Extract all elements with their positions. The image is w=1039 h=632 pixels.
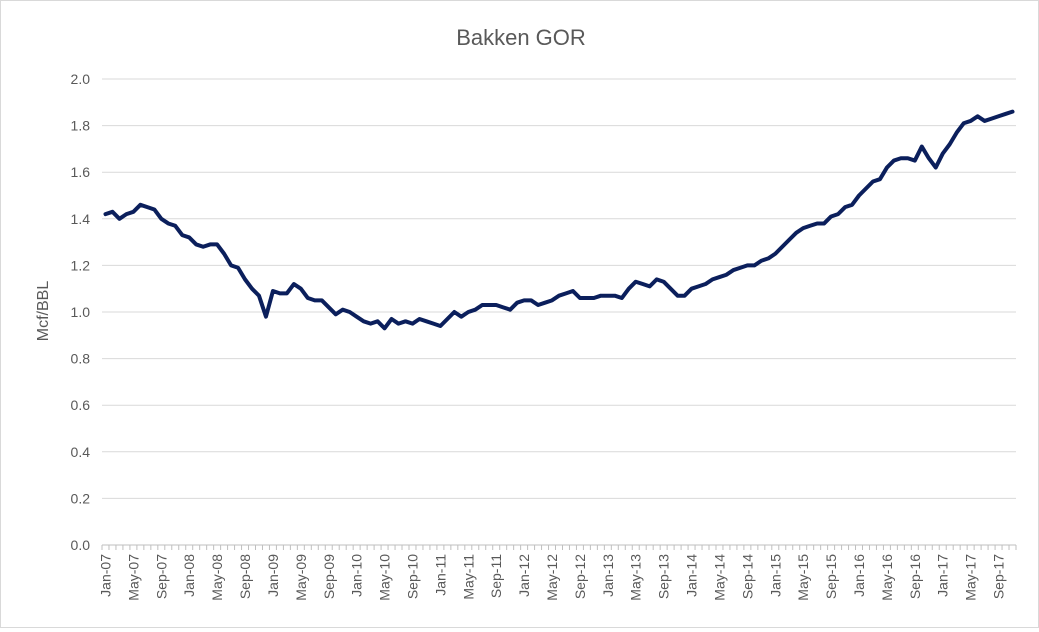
y-tick-labels: 0.0 0.2 0.4 0.6 0.8 1.0 1.2 1.4 1.6 1.8 2.0 bbox=[71, 71, 91, 553]
x-tick-label: May-13 bbox=[628, 554, 644, 601]
x-tick-label: May-17 bbox=[963, 554, 979, 601]
x-tick-label: Sep-13 bbox=[656, 554, 672, 599]
x-tick-label: Sep-15 bbox=[823, 554, 839, 599]
y-tick-label: 1.2 bbox=[71, 257, 91, 273]
y-tick-label: 1.8 bbox=[71, 118, 91, 134]
x-tick-label: Sep-08 bbox=[237, 554, 253, 599]
x-tick-label: Jan-10 bbox=[349, 554, 365, 597]
x-tick-label: Jan-11 bbox=[432, 554, 448, 596]
y-tick-label: 0.4 bbox=[71, 444, 91, 460]
y-tick-label: 0.2 bbox=[71, 490, 91, 506]
series-layer bbox=[103, 109, 1015, 331]
x-tick-label: May-12 bbox=[544, 554, 560, 601]
x-tick-label: Jan-16 bbox=[851, 554, 867, 597]
y-tick-label: 0.6 bbox=[71, 397, 91, 413]
x-tick-label: Jan-07 bbox=[97, 554, 113, 597]
x-tick-label: Jan-09 bbox=[265, 554, 281, 597]
y-tick-label: 1.6 bbox=[71, 164, 91, 180]
x-tick-label: Jan-15 bbox=[767, 554, 783, 597]
y-tick-label: 0.8 bbox=[71, 351, 91, 367]
x-tick-label: May-15 bbox=[795, 554, 811, 601]
x-tick-label: May-09 bbox=[293, 554, 309, 601]
y-tick-label: 1.4 bbox=[71, 211, 91, 227]
x-tick-label: Sep-07 bbox=[153, 554, 169, 599]
x-tick-label: May-07 bbox=[125, 554, 141, 601]
x-tick-label: Jan-08 bbox=[181, 554, 197, 597]
x-tick-label: Sep-16 bbox=[907, 554, 923, 599]
x-tick-labels: Jan-07 May-07 Sep-07 Jan-08 May-08 Sep-08 Jan-… bbox=[97, 554, 1006, 601]
x-tick-label: Sep-12 bbox=[572, 554, 588, 599]
x-tick-label: Jan-17 bbox=[935, 554, 951, 597]
x-tick-label: Sep-09 bbox=[321, 554, 337, 599]
x-tick-label: May-14 bbox=[711, 554, 727, 601]
x-tick-label: Jan-12 bbox=[516, 554, 532, 597]
x-tick-label: Sep-11 bbox=[488, 554, 504, 598]
chart-title: Bakken GOR bbox=[456, 25, 586, 50]
y-tick-label: 1.0 bbox=[71, 304, 91, 320]
x-tick-label: May-11 bbox=[460, 554, 476, 600]
x-tick-label: Sep-17 bbox=[991, 554, 1007, 599]
x-tick-label: Jan-14 bbox=[684, 554, 700, 597]
x-tick-label: Jan-13 bbox=[600, 554, 616, 597]
x-tick-label: Sep-14 bbox=[739, 554, 755, 599]
y-tick-label: 2.0 bbox=[71, 71, 91, 87]
gridlines bbox=[101, 78, 1017, 550]
y-axis-label: Mcf/BBL bbox=[35, 281, 52, 342]
x-tick-label: May-08 bbox=[209, 554, 225, 601]
x-tick-label: May-10 bbox=[377, 554, 393, 601]
x-tick-label: Sep-10 bbox=[404, 554, 420, 599]
gor-series-line bbox=[103, 109, 1015, 331]
x-tick-label: May-16 bbox=[879, 554, 895, 601]
y-tick-label: 0.0 bbox=[71, 537, 91, 553]
